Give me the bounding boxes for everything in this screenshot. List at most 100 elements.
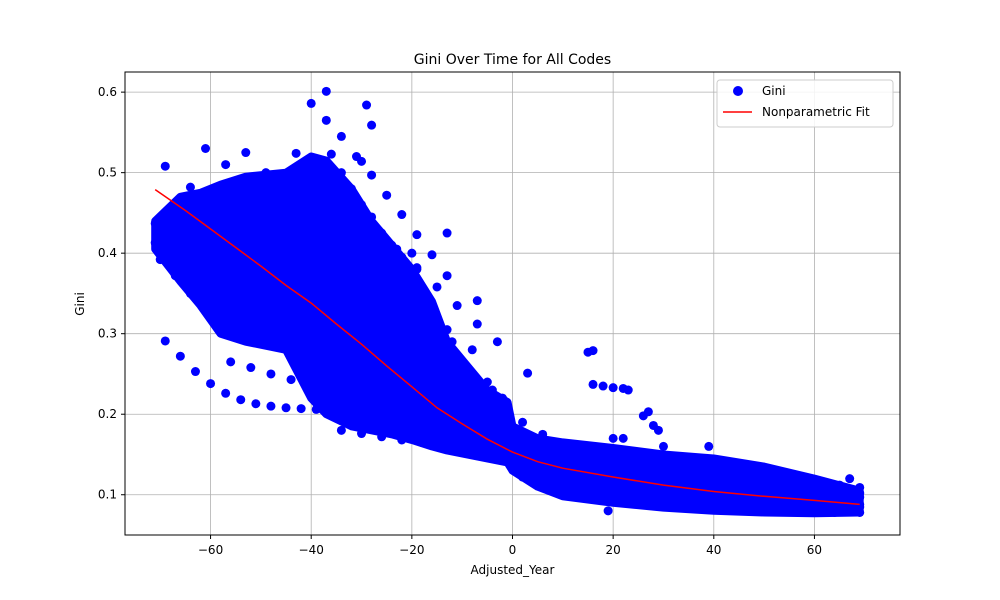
data-point xyxy=(195,245,205,255)
data-point xyxy=(492,337,502,347)
data-point xyxy=(578,454,588,464)
data-point xyxy=(558,482,568,492)
data-point xyxy=(447,422,457,432)
y-tick-label: 0.3 xyxy=(98,327,117,341)
data-point xyxy=(588,379,598,389)
data-point xyxy=(362,280,372,290)
data-point xyxy=(377,432,387,442)
data-point xyxy=(548,480,558,490)
data-point xyxy=(477,445,487,455)
data-point xyxy=(452,432,462,442)
data-point xyxy=(820,504,830,514)
data-point xyxy=(236,395,246,405)
data-point xyxy=(261,168,271,178)
data-point xyxy=(568,462,578,472)
data-point xyxy=(170,271,180,281)
data-point xyxy=(321,86,331,96)
data-point xyxy=(231,281,241,291)
data-point xyxy=(321,248,331,258)
data-point xyxy=(271,300,281,310)
data-point xyxy=(246,363,256,373)
data-point xyxy=(538,454,548,464)
data-point xyxy=(316,294,326,304)
data-point xyxy=(643,407,653,417)
data-point xyxy=(759,502,769,512)
data-point xyxy=(216,313,226,323)
data-point xyxy=(170,250,180,260)
data-point xyxy=(508,432,517,442)
data-point xyxy=(508,459,517,469)
data-point xyxy=(357,200,367,210)
x-tick-label: 40 xyxy=(706,543,721,557)
data-point xyxy=(301,206,311,216)
data-point xyxy=(417,437,427,447)
data-point xyxy=(799,507,809,517)
data-point xyxy=(150,238,160,248)
x-axis-label: Adjusted_Year xyxy=(471,563,555,577)
data-point xyxy=(830,507,840,517)
data-point xyxy=(714,467,724,477)
data-point xyxy=(331,187,341,197)
data-point xyxy=(382,295,392,305)
data-point xyxy=(175,234,185,244)
data-point xyxy=(412,230,422,240)
data-point xyxy=(221,160,231,170)
data-point xyxy=(658,441,668,451)
data-point xyxy=(367,401,377,411)
data-point xyxy=(206,379,216,389)
data-point xyxy=(336,425,346,435)
data-point xyxy=(402,295,412,305)
data-point xyxy=(618,433,628,443)
x-tick-label: 0 xyxy=(509,543,517,557)
data-point xyxy=(628,482,638,492)
data-point xyxy=(296,404,306,414)
data-point xyxy=(397,252,407,262)
data-point xyxy=(321,226,331,236)
data-point xyxy=(809,489,819,499)
chart-title: Gini Over Time for All Codes xyxy=(414,52,611,68)
data-point xyxy=(689,489,699,499)
data-point xyxy=(256,272,266,282)
data-point xyxy=(719,491,729,501)
data-point xyxy=(216,255,226,265)
data-point xyxy=(372,339,382,349)
y-tick-label: 0.4 xyxy=(98,246,117,260)
data-point xyxy=(367,120,377,130)
data-point xyxy=(744,470,754,480)
data-point xyxy=(472,437,482,447)
x-tick-label: 20 xyxy=(606,543,621,557)
data-point xyxy=(296,287,306,297)
data-point xyxy=(840,491,850,501)
data-point xyxy=(150,218,160,228)
data-point xyxy=(311,316,321,326)
data-point xyxy=(477,396,487,406)
data-point xyxy=(437,329,447,339)
legend-box xyxy=(716,79,894,128)
data-point xyxy=(457,387,467,397)
data-point xyxy=(201,302,211,312)
data-point xyxy=(291,338,301,348)
data-point xyxy=(311,168,321,178)
data-point xyxy=(407,248,417,258)
data-point xyxy=(236,263,246,273)
data-point xyxy=(835,480,845,490)
data-point xyxy=(246,325,256,335)
data-point xyxy=(523,368,533,378)
data-point xyxy=(306,98,316,108)
data-point xyxy=(346,184,356,194)
data-point xyxy=(467,345,477,355)
data-point xyxy=(482,377,492,387)
data-point xyxy=(387,240,397,250)
data-point xyxy=(497,406,507,416)
data-point xyxy=(422,291,432,301)
data-point xyxy=(281,188,291,198)
y-tick-label: 0.6 xyxy=(98,85,117,99)
data-point xyxy=(251,399,261,409)
data-point xyxy=(175,351,185,361)
data-point xyxy=(382,190,392,200)
x-tick-label: −20 xyxy=(399,543,424,557)
data-point xyxy=(306,340,316,350)
data-point xyxy=(185,288,195,298)
data-point xyxy=(427,418,437,428)
data-point xyxy=(155,255,165,265)
